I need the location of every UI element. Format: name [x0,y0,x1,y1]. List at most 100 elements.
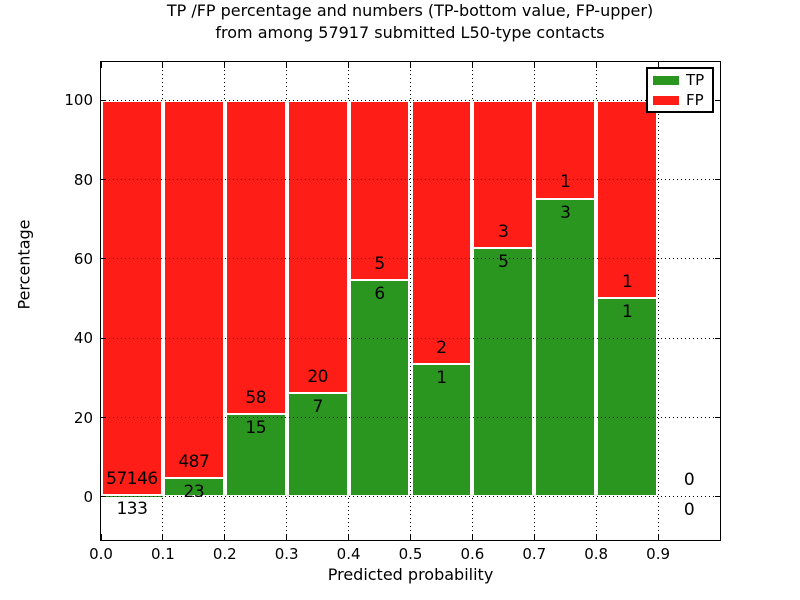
legend-label: FP [686,90,704,109]
x-tick-mark-top [100,62,102,68]
y-tick-mark-right [715,337,720,339]
y-tick-mark-right [715,258,720,260]
y-tick-mark-right [715,417,720,419]
bar-count-label-tp: 0 [683,499,695,520]
bar-segment-fp [286,100,349,395]
y-tick-label: 20 [73,408,93,427]
y-tick-mark-left [101,179,106,181]
bar-count-label-tp: 23 [183,482,205,502]
x-tick-label: 0.2 [212,545,237,563]
horizontal-gridline [101,496,720,498]
bar-count-label-fp: 1 [560,172,571,193]
bar-count-label-tp: 1 [621,301,633,322]
chart-title: TP /FP percentage and numbers (TP-bottom… [0,0,800,44]
legend-label: TP [686,70,705,89]
bar-count-label-tp: 6 [374,283,385,304]
bar-segment-tp [596,298,659,497]
x-tick-mark-top [162,62,164,68]
bar-segment-fp [224,100,287,416]
x-axis-label: Predicted probability [327,565,494,584]
x-tick-mark-bottom [533,534,535,540]
bar-count-label-fp: 0 [683,469,695,490]
x-tick-mark-bottom [286,534,288,540]
legend-swatch-tp [653,75,679,85]
bar-count-label-tp: 7 [312,397,323,418]
bar-count-label-fp: 1 [621,271,633,292]
x-tick-label: 0.6 [460,545,485,563]
horizontal-gridline [101,337,720,339]
chart-title-line1: TP /FP percentage and numbers (TP-bottom… [166,1,654,20]
bar-count-label-fp: 2 [436,337,447,358]
bar-count-label-tp: 1 [436,367,447,388]
y-tick-label: 80 [73,170,93,189]
x-tick-mark-bottom [410,534,411,540]
plot-frame [100,61,721,541]
y-tick-mark-left [101,337,106,339]
x-tick-mark-top [410,62,411,68]
x-tick-mark-bottom [162,534,164,540]
x-tick-mark-top [471,62,473,68]
bar-count-label-fp: 5 [374,253,385,274]
x-tick-label: 0.5 [398,545,423,563]
horizontal-gridline [101,417,720,419]
y-tick-mark-right [715,179,720,181]
y-tick-label: 100 [64,91,93,110]
x-tick-mark-bottom [657,534,659,540]
bar-count-label-tp: 3 [560,202,571,223]
x-tick-label: 0.1 [150,545,175,563]
bar-count-label-fp: 57146 [106,468,158,489]
x-tick-mark-top [595,62,597,68]
x-tick-label: 0.8 [584,545,609,563]
bar-segment-fp [596,100,659,299]
x-tick-label: 0.9 [646,545,671,563]
x-tick-mark-bottom [595,534,597,540]
bar-count-label-fp: 20 [307,366,328,387]
bar-segment-fp [101,100,163,496]
bar-segment-tp [348,280,411,497]
horizontal-gridline [101,179,720,181]
vertical-gridline [657,62,659,540]
bar-segment-fp [410,100,473,365]
y-tick-label: 0 [83,487,93,506]
x-tick-mark-bottom [348,534,350,540]
y-tick-mark-left [101,258,106,260]
y-axis-label: Percentage [14,219,34,310]
x-tick-label: 0.3 [274,545,299,563]
x-tick-label: 0.4 [336,545,361,563]
x-tick-mark-bottom [471,534,473,540]
x-tick-mark-top [348,62,350,68]
y-tick-label: 60 [73,249,93,268]
bar-count-label-tp: 5 [498,252,509,273]
bar-count-label-tp: 15 [245,418,267,439]
bar-segment-fp [534,100,597,200]
legend-item-fp: FP [653,90,707,109]
bar-segment-tp [286,394,349,497]
y-tick-mark-left [101,496,106,498]
y-tick-mark-right [715,99,720,101]
bar-segment-tp [410,364,473,497]
legend: TP FP [646,67,714,113]
x-tick-mark-bottom [224,534,226,540]
x-tick-label: 0.0 [89,545,113,563]
x-tick-mark-bottom [100,534,102,540]
chart-title-line2: from among 57917 submitted L50-type cont… [215,23,605,42]
x-tick-label: 0.7 [522,545,547,563]
bar-segment-tp [162,478,225,497]
x-tick-mark-top [286,62,288,68]
bar-segment-tp [224,415,287,497]
x-tick-mark-top [533,62,535,68]
y-tick-mark-right [715,496,720,498]
bar-segment-fp [348,100,411,281]
horizontal-gridline [101,258,720,260]
bar-count-label-fp: 58 [245,388,267,409]
bar-segment-fp [162,100,225,479]
y-tick-label: 40 [73,329,93,348]
y-tick-mark-left [101,417,106,419]
horizontal-gridline [101,99,720,101]
bar-segment-tp [472,249,535,497]
bar-count-label-fp: 487 [178,451,210,472]
bar-segment-fp [472,100,535,250]
y-tick-mark-left [101,99,106,101]
x-tick-mark-top [224,62,226,68]
